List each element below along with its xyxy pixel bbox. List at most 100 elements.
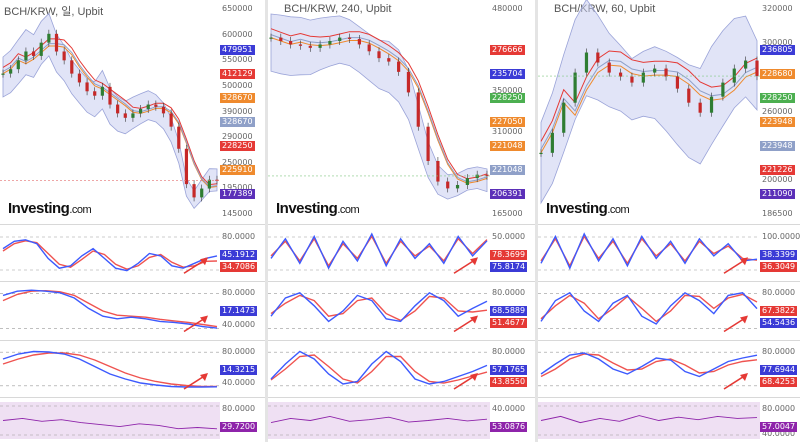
bollinger-band <box>2 12 218 210</box>
candle-body <box>455 184 460 189</box>
investing-logo: Investing.com <box>546 200 630 217</box>
price-value-tag: 227050 <box>490 117 525 127</box>
price-value-tag: 211090 <box>760 189 795 199</box>
candle-body <box>138 108 143 114</box>
stoch-k-line <box>540 352 758 378</box>
price-value-tag: 235704 <box>490 69 525 79</box>
osc-value-tag: 57.1765 <box>490 365 528 375</box>
osc-tick-label: 40.0000 <box>492 404 526 413</box>
price-value-tag: 236805 <box>760 45 795 55</box>
rsi-line <box>270 415 488 424</box>
candle-body <box>562 102 566 133</box>
candle-body <box>279 37 283 42</box>
osc-value-tag: 57.0047 <box>760 422 798 432</box>
candle-body <box>630 76 634 83</box>
price-axis: 650000 600000 550000 500000 390000 290000 2500… <box>220 0 265 442</box>
osc-tick-label: 80.0000 <box>492 288 526 297</box>
candle-body <box>318 44 322 48</box>
stoch-k-line <box>2 289 218 329</box>
red-arrow-head <box>200 257 208 266</box>
stoch-d-line <box>2 240 218 270</box>
price-value-tag: 228250 <box>760 93 795 103</box>
candle-body <box>77 73 82 83</box>
osc-value-tag: 75.8174 <box>490 262 528 272</box>
price-value-tag: 328670 <box>220 93 255 103</box>
osc-value-tag: 68.5889 <box>490 306 528 316</box>
chart-panel-daily: BCH/KRW, 일, Upbit Investing.com 650000 60… <box>0 0 265 442</box>
rsi-band <box>0 402 220 439</box>
price-value-tag: 228250 <box>220 141 255 151</box>
osc-value-tag: 36.3049 <box>760 262 798 272</box>
osc-value-tag: 38.3399 <box>760 250 798 260</box>
price-plot <box>538 0 760 205</box>
price-tick-label: 290000 <box>222 132 253 142</box>
candle-body <box>62 51 66 61</box>
price-pane: BCH/KRW, 60, Upbit Investing.com <box>538 0 760 224</box>
logo-suffix: .com <box>69 204 92 216</box>
stoch-d-line <box>540 293 758 323</box>
price-tick-label: 480000 <box>492 4 523 13</box>
red-arrow-head <box>740 373 748 381</box>
candle-body <box>607 62 611 73</box>
osc-tick-label: 80.0000 <box>762 347 796 356</box>
price-tick-label: 500000 <box>222 80 253 90</box>
stoch-pane-1 <box>0 236 220 274</box>
price-value-tag: 221048 <box>490 141 525 151</box>
candle-body <box>721 82 725 97</box>
price-pane: BCH/KRW, 일, Upbit Investing.com <box>0 0 220 224</box>
osc-value-tag: 17.1473 <box>220 306 258 316</box>
stoch-pane-2 <box>268 291 490 333</box>
stoch-pane-3 <box>0 350 220 390</box>
osc-tick-label: 80.0000 <box>222 232 256 241</box>
red-arrow-head <box>470 373 478 381</box>
osc-tick-label: 40.0000 <box>222 319 256 329</box>
candle-body <box>687 88 691 103</box>
candle-body <box>200 188 204 198</box>
candle-body <box>9 69 13 74</box>
chart-panel-60: BCH/KRW, 60, Upbit Investing.com 320000 3… <box>538 0 800 442</box>
osc-tick-label: 80.0000 <box>762 288 796 297</box>
osc-tick-label: 80.0000 <box>222 404 256 413</box>
candle-body <box>47 33 51 43</box>
stoch-d-line <box>270 354 488 384</box>
stoch-k-line <box>270 232 488 270</box>
osc-tick-label: 80.0000 <box>762 404 796 413</box>
osc-tick-label: 50.0000 <box>492 232 526 241</box>
candle-body <box>387 58 391 62</box>
candle-body <box>744 60 748 69</box>
candle-body <box>367 44 371 52</box>
price-value-tag: 225910 <box>220 165 255 175</box>
price-value-tag: 221048 <box>490 165 525 175</box>
stoch-d-line <box>2 352 217 388</box>
price-value-tag: 221226 <box>760 165 795 175</box>
osc-value-tag: 29.7200 <box>220 422 258 432</box>
price-tick-label: 300000 <box>762 38 793 48</box>
rsi-line <box>540 415 758 424</box>
price-axis: 4800004000003500003100001800001650002766… <box>490 0 535 442</box>
price-value-tag: 276666 <box>490 45 525 55</box>
stoch-d-line <box>270 294 488 322</box>
osc-value-tag: 43.8550 <box>490 377 528 387</box>
candle-body <box>328 41 332 45</box>
stoch-k-line <box>2 239 218 272</box>
chart-panel-240: BCH/KRW, 240, Upbit Investing.com 480000… <box>268 0 535 442</box>
candle-body <box>116 104 120 114</box>
candle-body <box>406 71 411 93</box>
stoch-pane-1 <box>268 232 490 274</box>
candle-body <box>154 104 158 107</box>
stoch-pane-2 <box>538 291 760 333</box>
candle-body <box>653 68 657 73</box>
candle-body <box>108 86 112 105</box>
candle-body <box>675 76 680 89</box>
price-axis: 3200003000002800002600002400002000001865… <box>760 0 800 442</box>
price-tick-label: 260000 <box>762 106 793 116</box>
candle-body <box>755 60 759 77</box>
osc-tick-label: 100.0000 <box>762 232 800 241</box>
stoch-d-line <box>540 353 758 378</box>
osc-value-tag: 51.4677 <box>490 318 528 328</box>
rsi-band <box>538 402 760 439</box>
investing-logo: Investing.com <box>8 200 92 217</box>
rsi-pane <box>0 402 220 439</box>
price-tick-label: 310000 <box>492 127 523 136</box>
price-tick-label: 200000 <box>762 174 793 184</box>
